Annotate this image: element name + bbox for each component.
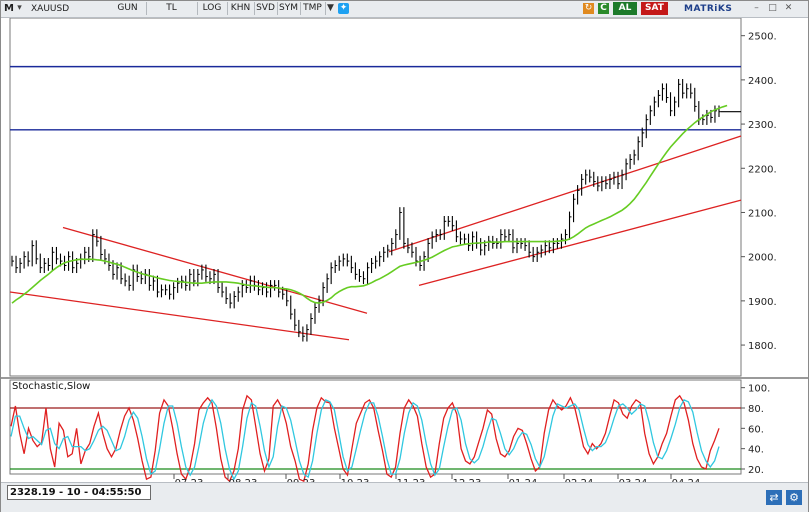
x-tick-label: 04.24: [672, 478, 701, 482]
stochastic-y-tick-label: 20.: [748, 465, 764, 476]
x-tick-label: 07.23: [175, 478, 204, 482]
stochastic-panel-frame: [9, 379, 742, 475]
price-y-tick-label: 2000.: [748, 253, 777, 264]
stochastic-y-tick-label: 60.: [748, 424, 764, 435]
sync-icon[interactable]: ⇄: [766, 490, 782, 505]
brand-logo: MATRiKS: [684, 4, 733, 14]
toolbar-button-sym[interactable]: SYM: [277, 2, 301, 15]
price-y-tick-label: 2300.: [748, 120, 777, 131]
stochastic-d-line: [10, 398, 720, 481]
x-tick-label: 09.23: [287, 478, 316, 482]
stochastic-y-tick-label: 100.: [748, 384, 770, 395]
toolbar-button-khn[interactable]: KHN: [227, 2, 255, 15]
x-tick-label: 03.24: [619, 478, 648, 482]
channel-uptrend-upper-line: [388, 135, 742, 253]
settings-icon[interactable]: ⚙: [786, 490, 802, 505]
refresh-icon[interactable]: ↻: [583, 3, 594, 14]
x-tick-label: 11.23: [397, 478, 426, 482]
toolbar-button-log[interactable]: LOG: [197, 2, 228, 15]
toolbar-button-gun[interactable]: GUN: [109, 2, 147, 15]
toolbar-button-svd[interactable]: SVD: [254, 2, 278, 15]
close-icon[interactable]: ✕: [784, 3, 793, 13]
chart-area: 1800. 1900. 2000. 2100. 2200. 2300. 2400. 2500.…: [1, 18, 808, 482]
price-y-tick-label: 2100.: [748, 208, 777, 219]
stochastic-k-line: [10, 394, 720, 482]
toolbar: M ▾ XAUUSD GUN TL LOG KHN SVD SYM TMP ▼ ✦ ↻ C …: [1, 1, 808, 18]
stochastic-y-tick-label: 80.: [748, 404, 764, 415]
price-y-tick-label: 1800.: [748, 341, 777, 352]
price-panel-frame: [9, 18, 742, 377]
c-icon[interactable]: C: [598, 3, 609, 14]
price-y-tick-label: 2200.: [748, 164, 777, 175]
status-bar: 2328.19 - 10 - 04:55:50 ⇄ ⚙: [1, 482, 808, 512]
x-tick-label: 12.23: [453, 478, 482, 482]
price-y-tick-label: 2500.: [748, 32, 777, 43]
maximize-icon[interactable]: □: [768, 3, 777, 13]
sell-button[interactable]: SAT: [641, 2, 668, 15]
x-tick-label: 08.23: [229, 478, 258, 482]
buy-button[interactable]: AL: [613, 2, 637, 15]
symbol-label[interactable]: XAUUSD: [31, 4, 70, 14]
minimize-icon[interactable]: –: [754, 3, 759, 13]
x-tick-label: 01.24: [509, 478, 538, 482]
toolbar-button-tmp[interactable]: TMP: [300, 2, 326, 15]
twitter-icon[interactable]: ✦: [338, 3, 349, 14]
moving-average-line: [11, 104, 728, 304]
menu-button[interactable]: M: [4, 3, 14, 14]
stochastic-y-tick-label: 40.: [748, 445, 764, 456]
stochastic-title: Stochastic,Slow: [12, 381, 90, 392]
channel-uptrend-lower-line: [418, 199, 742, 287]
channel-downtrend-lower-line: [9, 291, 350, 341]
price-y-tick-label: 1900.: [748, 297, 777, 308]
x-tick-label: 10.23: [341, 478, 370, 482]
toolbar-button-tl[interactable]: TL: [146, 2, 198, 15]
price-y-tick-label: 2400.: [748, 76, 777, 87]
dropdown-arrow-icon[interactable]: ▼: [327, 3, 334, 13]
channel-downtrend-upper-line: [62, 226, 368, 314]
price-time-readout: 2328.19 - 10 - 04:55:50: [7, 485, 151, 500]
chevron-down-icon[interactable]: ▾: [17, 3, 22, 13]
x-tick-label: 02.24: [565, 478, 594, 482]
